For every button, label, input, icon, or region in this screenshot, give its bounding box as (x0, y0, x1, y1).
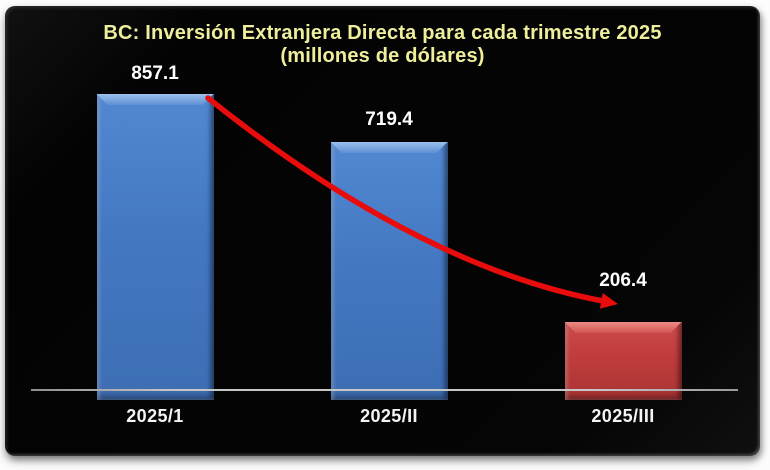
chart-subtitle: (millones de dólares) (280, 45, 485, 67)
category-label-2025/III: 2025/III (591, 406, 655, 426)
bar-2025/III (564, 322, 682, 400)
bar-2025/1 (96, 94, 214, 400)
chart-title: BC: Inversión Extranjera Directa para ca… (103, 22, 662, 44)
bar-2025/II (330, 142, 448, 400)
chart-title-block: BC: Inversión Extranjera Directa para ca… (5, 22, 760, 68)
value-label-2025/1: 857.1 (131, 63, 179, 84)
category-label-2025/II: 2025/II (360, 406, 418, 426)
value-label-2025/III: 206.4 (599, 270, 647, 291)
bar-top-bevel (97, 94, 214, 105)
chart-frame: BC: Inversión Extranjera Directa para ca… (5, 6, 760, 456)
bar-top-bevel (565, 322, 682, 333)
x-axis-line (31, 389, 738, 391)
bar-top-bevel (331, 142, 448, 153)
plot-area: 857.1 2025/1 719.4 2025/II 206.4 2025/III (5, 6, 760, 456)
category-label-2025/1: 2025/1 (126, 406, 184, 426)
value-label-2025/II: 719.4 (365, 109, 413, 130)
trend-arrow-head (599, 293, 618, 309)
